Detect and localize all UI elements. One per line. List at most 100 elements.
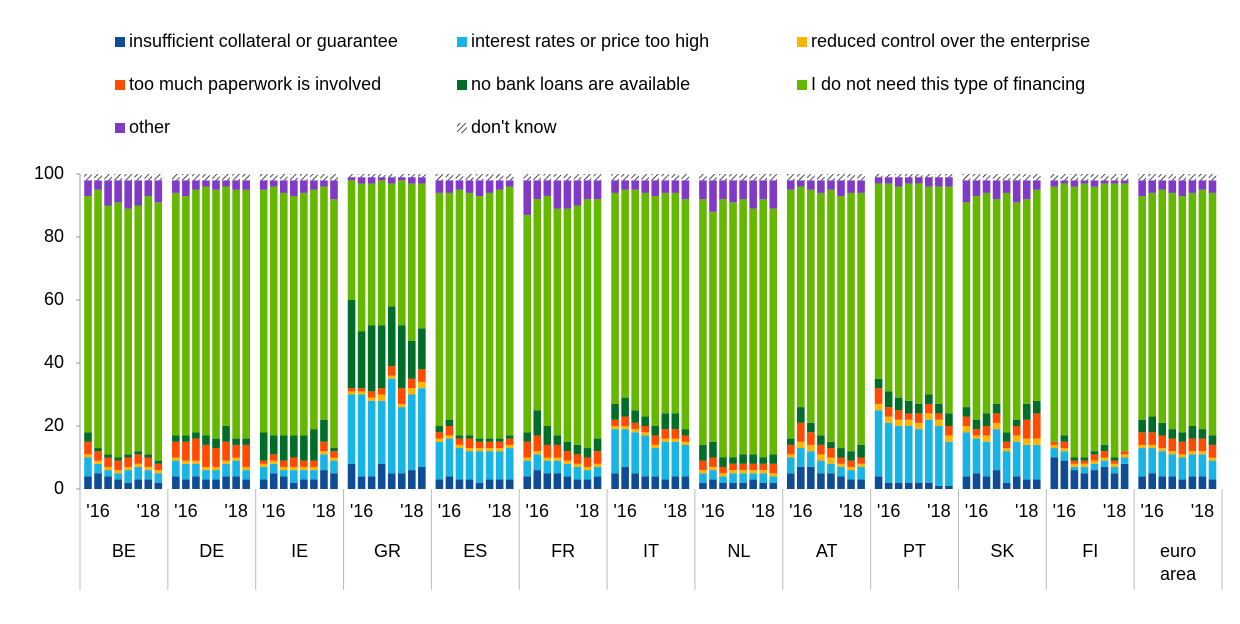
bar-segment <box>1178 441 1187 455</box>
bar-segment <box>563 174 572 181</box>
bar-segment <box>631 180 639 190</box>
bar-segment <box>357 391 366 395</box>
bar-segment <box>377 325 386 389</box>
bar-segment <box>1188 451 1197 455</box>
bar-segment <box>134 463 143 467</box>
bar-segment <box>1148 416 1156 433</box>
bar-segment <box>485 441 494 449</box>
bar-segment <box>962 416 971 426</box>
bar-segment <box>397 180 406 326</box>
bar-segment <box>94 451 102 461</box>
bar-segment <box>1080 183 1089 458</box>
bar-segment <box>884 482 893 489</box>
bar-segment <box>1138 448 1146 477</box>
bar-segment <box>563 463 572 477</box>
bar-segment <box>290 466 298 471</box>
bar-segment <box>1012 419 1021 426</box>
bar-segment <box>242 174 250 181</box>
bar-segment <box>749 208 757 455</box>
bar-segment <box>837 476 845 489</box>
bar-segment <box>242 466 250 471</box>
bar-segment <box>202 174 210 181</box>
bar-segment <box>357 174 366 178</box>
bar-segment <box>242 444 250 467</box>
bar-segment <box>495 174 504 181</box>
bar-segment <box>925 482 933 489</box>
bar-segment <box>1110 460 1119 464</box>
bar-segment <box>154 202 163 461</box>
bar-segment <box>1168 192 1177 430</box>
bar-segment <box>455 479 464 489</box>
bar-segment <box>1110 457 1119 461</box>
bar-segment <box>465 174 474 181</box>
bar-segment <box>651 180 660 197</box>
bar-segment <box>729 457 737 464</box>
bar-segment <box>884 174 893 178</box>
bar-segment <box>699 174 707 181</box>
bar-segment <box>827 180 835 190</box>
legend-label: reduced control over the enterprise <box>811 31 1090 51</box>
bar-segment <box>671 429 680 439</box>
bar-segment <box>212 470 220 480</box>
bar-segment <box>641 192 650 417</box>
bar-segment <box>279 466 288 471</box>
bar-segment <box>1050 457 1059 489</box>
bar-segment <box>300 180 308 193</box>
x-tick-label: '16 <box>526 501 549 521</box>
bar-segment <box>1148 180 1156 193</box>
bar-segment <box>134 180 143 206</box>
bar-segment <box>894 482 903 489</box>
bar-segment <box>749 463 757 471</box>
bar-segment <box>377 463 386 489</box>
bar-segment <box>543 457 552 461</box>
group-label: DE <box>199 541 225 561</box>
bar-segment <box>202 180 210 187</box>
bar-segment <box>435 479 444 489</box>
bar-segment <box>290 196 298 436</box>
bar-segment <box>104 180 112 206</box>
legend-label: no bank loans are available <box>471 74 690 94</box>
bar-segment <box>1022 479 1031 489</box>
bar-segment <box>269 186 278 436</box>
bar-segment <box>259 463 268 467</box>
x-tick-label: '18 <box>488 501 511 521</box>
bar-segment <box>124 208 132 455</box>
bar-segment <box>269 174 278 181</box>
bar-segment <box>817 444 825 455</box>
bar-segment <box>807 174 815 181</box>
bar-segment <box>817 435 825 445</box>
bar-segment <box>827 189 835 442</box>
x-tick-label: '18 <box>751 501 774 521</box>
bar-segment <box>749 470 757 474</box>
bar-segment <box>505 444 514 449</box>
bar-segment <box>387 366 396 376</box>
bar-segment <box>661 441 670 480</box>
bar-segment <box>172 180 180 193</box>
bar-segment <box>172 192 180 436</box>
bar-segment <box>573 444 582 455</box>
y-tick-label: 0 <box>54 478 64 498</box>
bar-segment <box>847 174 855 181</box>
bar-segment <box>563 441 572 452</box>
bar-segment <box>367 391 376 398</box>
bar-segment <box>1138 174 1146 181</box>
bar-segment <box>681 174 690 181</box>
bar-segment <box>1110 466 1119 474</box>
bar-segment <box>583 199 592 449</box>
bar-segment <box>347 177 356 181</box>
bar-segment <box>505 438 514 445</box>
bar-segment <box>1012 174 1021 181</box>
bar-segment <box>435 441 444 480</box>
bar-segment <box>357 183 366 332</box>
bar-segment <box>739 463 747 471</box>
bar-segment <box>475 180 484 197</box>
bar-segment <box>397 388 406 404</box>
bar-segment <box>709 174 717 181</box>
bar-segment <box>945 426 953 436</box>
bar-segment <box>641 180 650 193</box>
bar-segment <box>1188 180 1197 193</box>
bar-segment <box>1178 174 1187 181</box>
bar-segment <box>817 460 825 474</box>
bar-segment <box>320 470 328 489</box>
